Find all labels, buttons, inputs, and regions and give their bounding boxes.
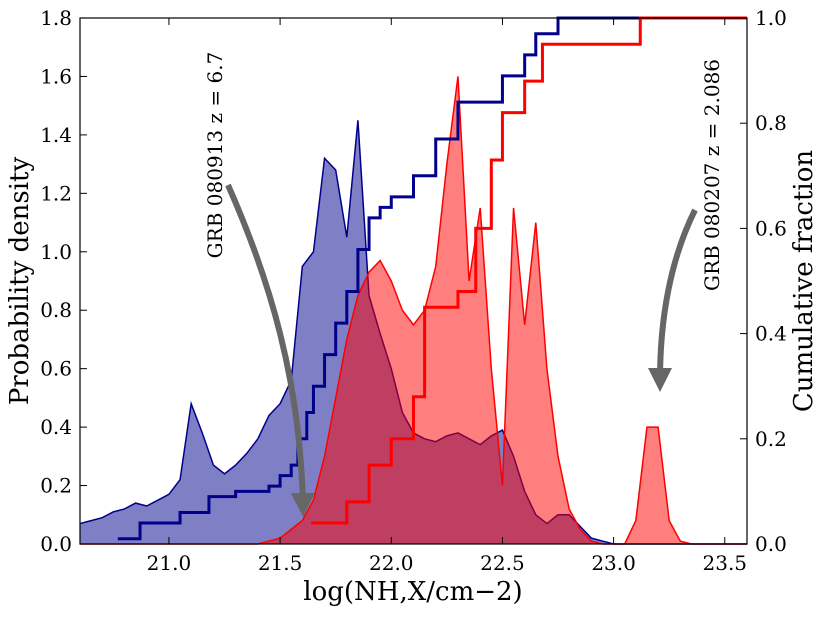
arrow (225, 183, 315, 517)
x-tick-label: 22.5 (480, 551, 525, 575)
y2-axis-label: Cumulative fraction (789, 150, 819, 412)
y-tick-label: 0.6 (40, 357, 72, 381)
y2-tick-label: 0.2 (755, 427, 787, 451)
y2-tick-label: 0.0 (755, 532, 787, 556)
x-tick-label: 23.0 (591, 551, 636, 575)
y-tick-label: 0.0 (40, 532, 72, 556)
y-tick-label: 1.4 (40, 123, 72, 147)
y-axis-label: Probability density (5, 157, 35, 406)
y-tick-label: 0.4 (40, 415, 72, 439)
arrow (648, 208, 698, 392)
y-tick-label: 1.6 (40, 64, 72, 88)
x-tick-label: 22.0 (369, 551, 414, 575)
plot-area (79, 16, 747, 545)
y2-tick-label: 0.8 (755, 111, 787, 135)
x-tick-label: 21.0 (147, 551, 192, 575)
annotation: GRB 080207 z = 2.086 (700, 59, 724, 291)
cumulative-line (311, 16, 747, 525)
y-tick-label: 1.8 (40, 6, 72, 30)
y-tick-label: 0.8 (40, 298, 72, 322)
density-area (80, 76, 747, 544)
y2-tick-label: 1.0 (755, 6, 787, 30)
x-tick-label: 21.5 (258, 551, 303, 575)
cumulative-line (117, 16, 747, 541)
y2-tick-label: 0.6 (755, 216, 787, 240)
y-tick-label: 0.2 (40, 474, 72, 498)
x-axis-label: log(NH,X/cm−2) (303, 577, 522, 607)
y-tick-label: 1.0 (40, 240, 72, 264)
plot-frame (79, 17, 748, 545)
y2-tick-label: 0.4 (755, 322, 787, 346)
y-tick-label: 1.2 (40, 181, 72, 205)
annotation: GRB 080913 z = 6.7 (203, 52, 227, 259)
x-tick-label: 23.5 (703, 551, 748, 575)
